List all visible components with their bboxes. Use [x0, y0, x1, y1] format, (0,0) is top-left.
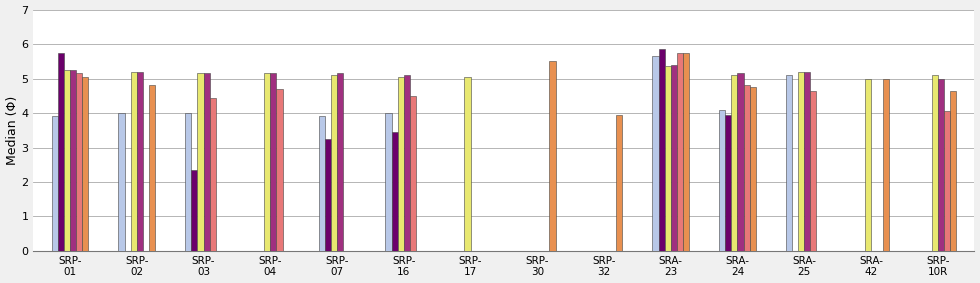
Bar [683, 53, 689, 251]
Bar [265, 73, 270, 251]
Bar [725, 115, 731, 251]
Y-axis label: Median (Φ): Median (Φ) [6, 96, 19, 165]
Bar [64, 70, 70, 251]
Bar [865, 79, 871, 251]
Bar [191, 170, 197, 251]
Bar [659, 49, 664, 251]
Bar [197, 73, 204, 251]
Bar [331, 75, 337, 251]
Bar [810, 91, 816, 251]
Bar [719, 110, 725, 251]
Bar [664, 67, 670, 251]
Bar [805, 72, 810, 251]
Bar [786, 75, 792, 251]
Bar [76, 73, 82, 251]
Bar [738, 73, 744, 251]
Bar [750, 87, 756, 251]
Bar [324, 139, 331, 251]
Bar [270, 73, 276, 251]
Bar [130, 72, 137, 251]
Bar [149, 85, 155, 251]
Bar [798, 72, 805, 251]
Bar [70, 70, 76, 251]
Bar [410, 96, 416, 251]
Bar [337, 73, 343, 251]
Bar [119, 113, 124, 251]
Bar [185, 113, 191, 251]
Bar [731, 75, 738, 251]
Bar [398, 77, 404, 251]
Bar [58, 53, 64, 251]
Bar [883, 79, 889, 251]
Bar [670, 65, 677, 251]
Bar [204, 73, 210, 251]
Bar [932, 75, 938, 251]
Bar [52, 117, 58, 251]
Bar [392, 132, 398, 251]
Bar [550, 61, 556, 251]
Bar [465, 77, 470, 251]
Bar [385, 113, 392, 251]
Bar [82, 77, 88, 251]
Bar [938, 79, 944, 251]
Bar [137, 72, 143, 251]
Bar [404, 75, 410, 251]
Bar [944, 111, 950, 251]
Bar [744, 85, 750, 251]
Bar [950, 91, 956, 251]
Bar [677, 53, 683, 251]
Bar [210, 98, 216, 251]
Bar [616, 115, 622, 251]
Bar [318, 117, 324, 251]
Bar [653, 56, 659, 251]
Bar [276, 89, 282, 251]
